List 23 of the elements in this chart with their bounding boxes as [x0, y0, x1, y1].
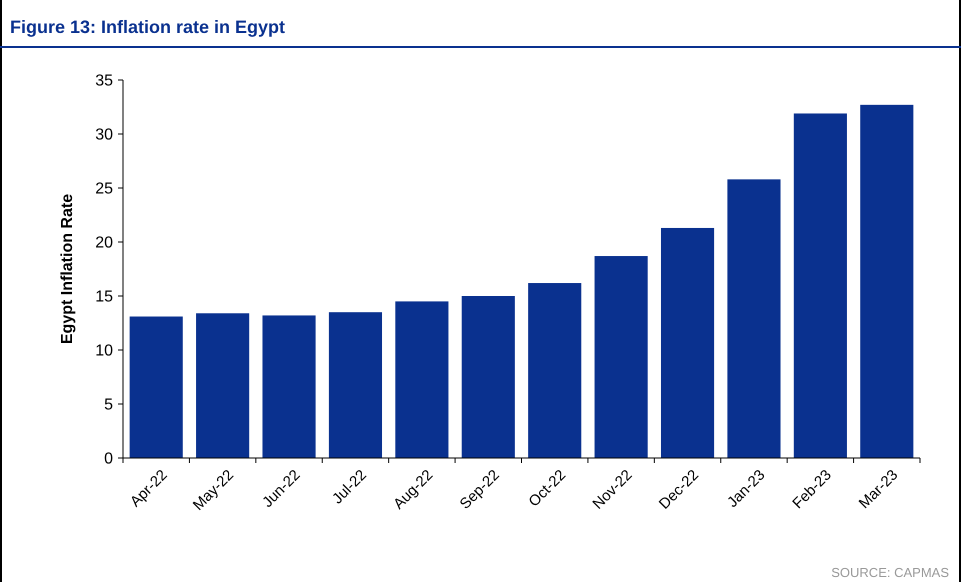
y-tick-label: 10: [95, 342, 114, 360]
bar: [196, 313, 250, 458]
bar: [594, 256, 648, 458]
y-tick-label: 30: [95, 126, 114, 144]
chart-title: Figure 13: Inflation rate in Egypt: [10, 17, 286, 37]
bar: [660, 228, 714, 458]
bar: [262, 315, 316, 458]
bar: [727, 179, 781, 458]
y-tick-label: 0: [104, 450, 114, 468]
source-note: SOURCE: CAPMAS: [831, 565, 950, 580]
y-tick-label: 20: [95, 234, 114, 252]
bar: [528, 283, 582, 458]
y-tick-label: 25: [95, 180, 114, 198]
y-axis-title: Egypt Inflation Rate: [59, 194, 76, 344]
bar: [130, 316, 183, 458]
y-tick-label: 5: [104, 396, 114, 414]
bar: [395, 301, 448, 458]
bar: [794, 113, 847, 458]
bar: [328, 312, 382, 458]
y-tick-label: 35: [95, 72, 114, 90]
y-tick-label: 15: [95, 288, 114, 306]
bar: [860, 104, 914, 458]
bar: [462, 296, 515, 458]
